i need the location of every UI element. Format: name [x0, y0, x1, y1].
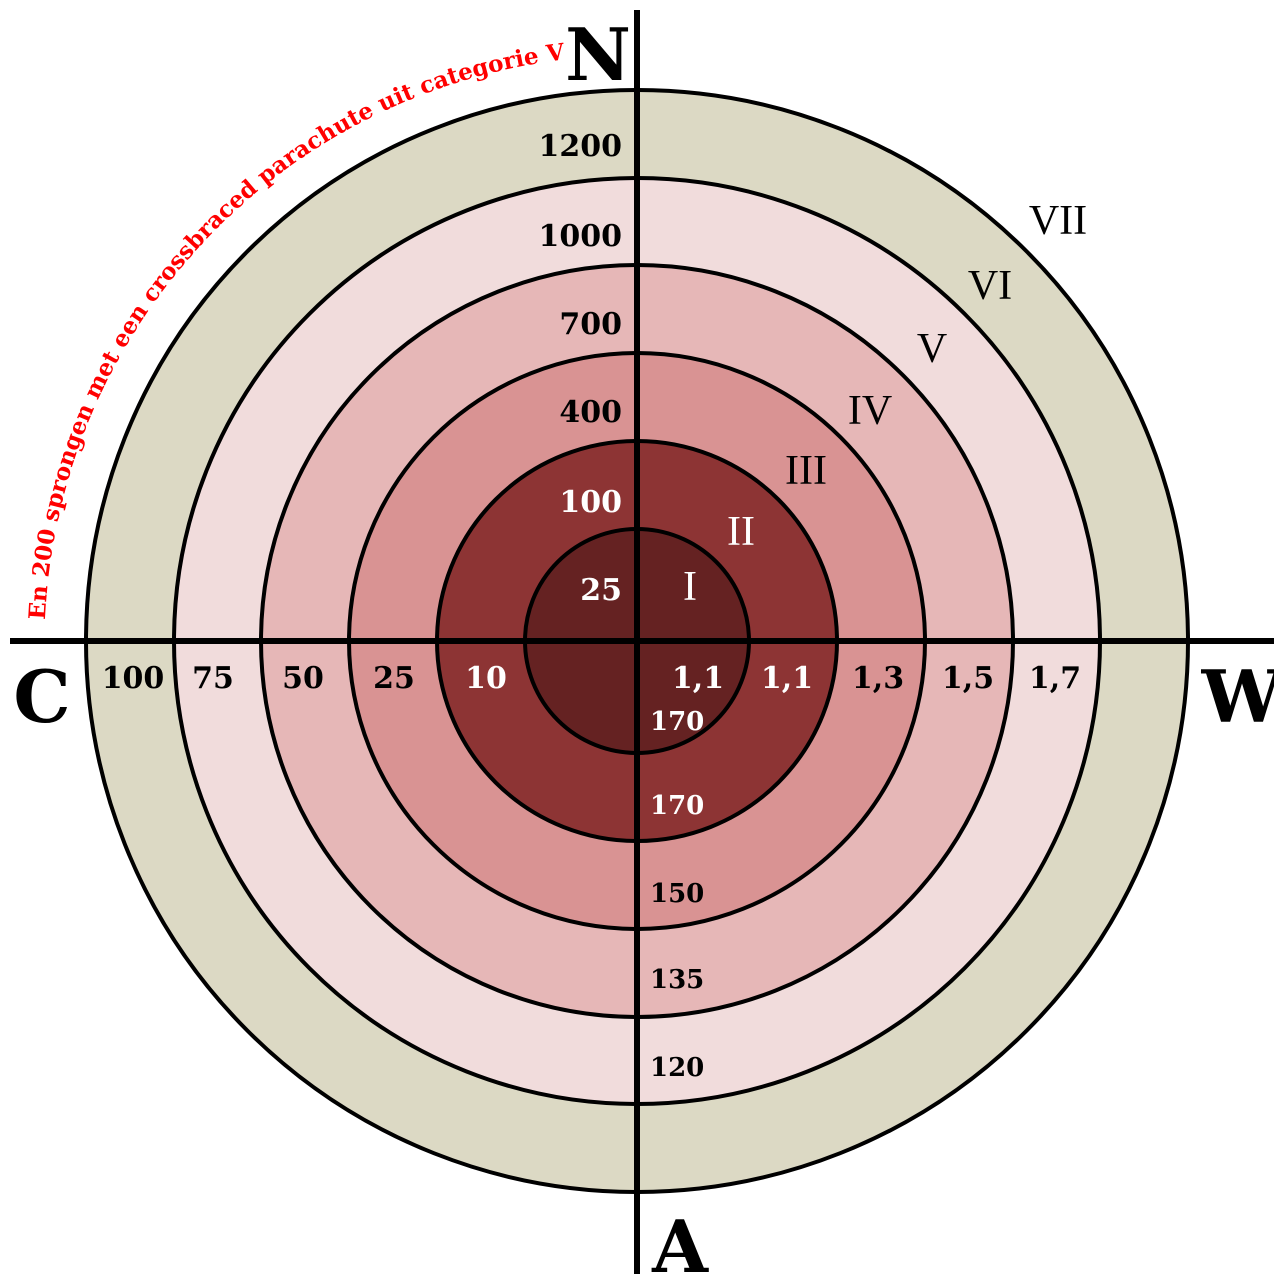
compass-east-w: W [1201, 654, 1274, 739]
north-label-iv: 700 [559, 307, 622, 342]
south-label-v: 120 [650, 1053, 704, 1083]
west-label-v: 75 [192, 661, 234, 696]
ring-numeral-v: V [917, 326, 947, 372]
north-label-iii: 400 [559, 395, 622, 430]
compass-south-a: A [651, 1204, 709, 1274]
west-label-iv: 50 [282, 661, 324, 696]
north-label-i: 25 [580, 573, 622, 608]
north-label-ii: 100 [559, 485, 622, 520]
east-label-v: 1,7 [1029, 661, 1081, 696]
south-label-iii: 150 [650, 879, 704, 909]
ring-numeral-iv: IV [848, 388, 892, 434]
ring-numeral-iii: III [785, 448, 827, 494]
east-label-iii: 1,3 [852, 661, 904, 696]
compass-west-c: C [13, 654, 70, 739]
ring-numeral-vi: VI [968, 263, 1012, 309]
north-label-vi: 1200 [539, 129, 623, 164]
ring-numeral-ii: II [727, 509, 755, 555]
west-label-iii: 25 [373, 661, 415, 696]
south-label-ii: 170 [650, 791, 704, 821]
east-label-iv: 1,5 [942, 661, 994, 696]
north-label-v: 1000 [539, 219, 623, 254]
compass-north: N [565, 12, 631, 97]
ring-numeral-vii: VII [1029, 198, 1087, 244]
west-label-vi: 100 [102, 661, 165, 696]
east-label-i: 1,1 [672, 661, 724, 696]
south-label-iv: 135 [650, 965, 704, 995]
east-label-ii: 1,1 [761, 661, 813, 696]
south-label-i: 170 [650, 707, 704, 737]
west-label-ii: 10 [465, 661, 507, 696]
ring-numeral-i: I [683, 564, 697, 610]
